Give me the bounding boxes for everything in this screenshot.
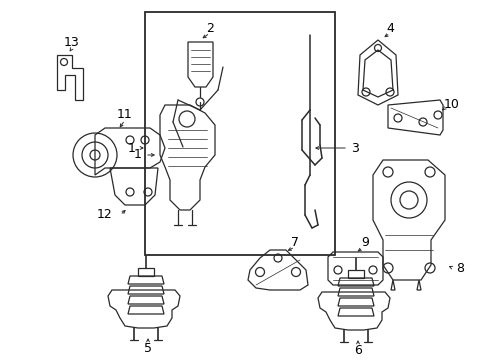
Bar [145,12,334,255]
Text: 10: 10 [443,99,459,112]
Text: 9: 9 [360,237,368,249]
Bar [138,268,154,276]
Text: 2: 2 [205,22,214,35]
Text: 11: 11 [117,108,133,122]
Bar [347,270,363,278]
Text: 7: 7 [290,235,298,248]
Text: 13: 13 [64,36,80,49]
Text: 3: 3 [350,141,358,154]
Text: 5: 5 [143,342,152,355]
Text: 6: 6 [353,343,361,356]
Text: 1: 1 [128,141,136,154]
Text: 8: 8 [455,261,463,274]
Text: 12: 12 [97,208,113,221]
Text: 4: 4 [385,22,393,35]
Text: 1: 1 [134,148,142,162]
